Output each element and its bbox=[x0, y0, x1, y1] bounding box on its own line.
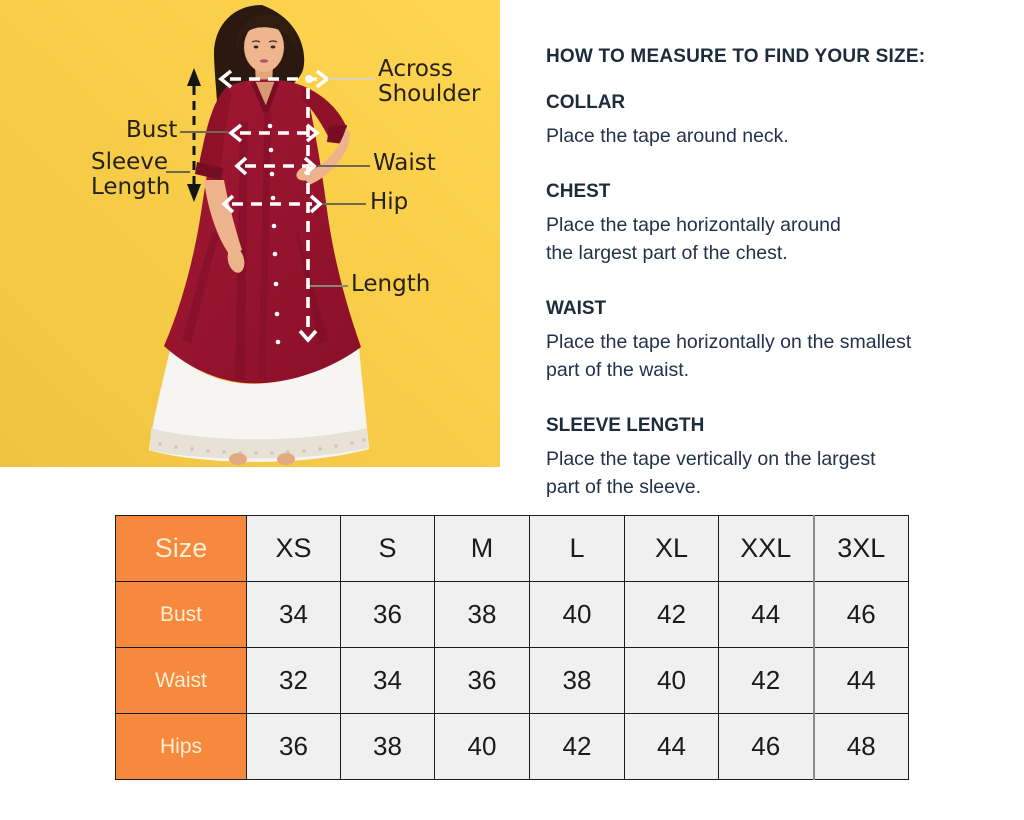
hand-left bbox=[227, 247, 245, 273]
label-across-shoulder: Across Shoulder bbox=[378, 56, 481, 107]
waist-arrow-left bbox=[234, 156, 248, 176]
section-body: Place the tape horizontally on the small… bbox=[546, 331, 912, 381]
sleeve-left bbox=[199, 87, 232, 174]
size-table-cell: 44 bbox=[812, 647, 909, 714]
how-to-measure-panel: HOW TO MEASURE TO FIND YOUR SIZE: COLLAR… bbox=[546, 46, 976, 532]
section-waist: WAIST Place the tape horizontally on the… bbox=[546, 298, 976, 384]
model-illustration bbox=[0, 0, 500, 467]
size-table-cell: 36 bbox=[434, 647, 530, 714]
size-table-cell: 42 bbox=[529, 713, 625, 780]
size-table-row-label: Hips bbox=[115, 713, 247, 780]
cuff-left bbox=[195, 162, 223, 180]
size-table-cell: 42 bbox=[718, 647, 814, 714]
length-arrow-down bbox=[298, 329, 318, 343]
size-table-cell: 42 bbox=[624, 581, 719, 648]
shoulder-arrow-right bbox=[315, 69, 330, 89]
section-sleeve-length: SLEEVE LENGTH Place the tape vertically … bbox=[546, 415, 976, 501]
sleeve-length-line bbox=[187, 68, 201, 202]
dress-folds bbox=[182, 122, 328, 380]
label-connectors bbox=[166, 78, 374, 287]
size-table-cell: 44 bbox=[718, 581, 814, 648]
how-to-title: HOW TO MEASURE TO FIND YOUR SIZE: bbox=[546, 46, 926, 67]
size-table-cell: 36 bbox=[340, 581, 435, 648]
foot-right bbox=[277, 453, 295, 465]
eye-left bbox=[253, 45, 259, 49]
hair-fringe bbox=[236, 14, 298, 54]
size-col-header: S bbox=[340, 515, 435, 582]
size-col-header: L bbox=[529, 515, 625, 582]
section-heading: COLLAR bbox=[546, 92, 626, 113]
size-table-cell: 40 bbox=[529, 581, 625, 648]
foot-left bbox=[229, 453, 247, 465]
face bbox=[244, 22, 284, 72]
size-col-header: M bbox=[434, 515, 530, 582]
label-waist: Waist bbox=[373, 150, 436, 176]
measure-lines-white bbox=[218, 69, 330, 343]
size-table-cell: 38 bbox=[529, 647, 625, 714]
eye-right bbox=[270, 45, 276, 49]
size-table-row-label: Size bbox=[115, 515, 247, 582]
section-heading: WAIST bbox=[546, 298, 607, 319]
table-row-waist: Waist 32 34 36 38 40 42 44 bbox=[115, 647, 909, 714]
table-row-size: Size XS S M L XL XXL 3XL bbox=[115, 515, 909, 582]
size-table-cell: 38 bbox=[434, 581, 530, 648]
size-col-header: XXL bbox=[718, 515, 814, 582]
neckline bbox=[253, 82, 277, 112]
size-col-header: 3XL bbox=[812, 515, 909, 582]
hip-arrow-left bbox=[221, 194, 235, 214]
section-body: Place the tape vertically on the largest… bbox=[546, 448, 876, 498]
size-chart-table: Size XS S M L XL XXL 3XL Bust 34 36 38 4… bbox=[115, 515, 909, 780]
size-table-cell: 32 bbox=[246, 647, 341, 714]
size-table-cell: 34 bbox=[246, 581, 341, 648]
size-col-header: XL bbox=[624, 515, 719, 582]
white-skirt bbox=[149, 348, 369, 462]
size-table-cell: 40 bbox=[624, 647, 719, 714]
section-body: Place the tape around neck. bbox=[546, 125, 789, 147]
label-hip: Hip bbox=[370, 189, 409, 215]
size-table-row-label: Waist bbox=[115, 647, 247, 714]
placket bbox=[258, 111, 272, 379]
section-collar: COLLAR Place the tape around neck. bbox=[546, 92, 976, 150]
section-body: Place the tape horizontally around the l… bbox=[546, 214, 841, 264]
table-row-hips: Hips 36 38 40 42 44 46 48 bbox=[115, 713, 909, 780]
size-table-cell: 36 bbox=[246, 713, 341, 780]
brow-left bbox=[251, 40, 261, 43]
section-chest: CHEST Place the tape horizontally around… bbox=[546, 181, 976, 267]
size-table-cell: 40 bbox=[434, 713, 530, 780]
size-table-row-label: Bust bbox=[115, 581, 247, 648]
section-heading: SLEEVE LENGTH bbox=[546, 415, 705, 436]
label-bust: Bust bbox=[126, 117, 178, 143]
size-table-cell: 38 bbox=[340, 713, 435, 780]
label-sleeve-length: Sleeve Length bbox=[91, 149, 171, 200]
lace-dots bbox=[158, 438, 366, 455]
length-line-anchor bbox=[305, 75, 313, 83]
measurement-diagram: Across Shoulder Bust Sleeve Length Waist… bbox=[0, 0, 500, 467]
bust-arrow-left bbox=[228, 123, 243, 143]
lips bbox=[259, 59, 269, 63]
size-table-cell: 34 bbox=[340, 647, 435, 714]
label-length: Length bbox=[351, 271, 431, 297]
buttons bbox=[267, 123, 281, 345]
section-heading: CHEST bbox=[546, 181, 611, 202]
size-table-cell: 46 bbox=[812, 581, 909, 648]
brow-right bbox=[268, 40, 278, 43]
shoulder-arrow-left bbox=[218, 69, 233, 89]
size-col-header: XS bbox=[246, 515, 341, 582]
size-table-cell: 44 bbox=[624, 713, 719, 780]
size-table-cell: 48 bbox=[812, 713, 909, 780]
table-row-bust: Bust 34 36 38 40 42 44 46 bbox=[115, 581, 909, 648]
hip-arrow-right bbox=[309, 194, 323, 214]
size-table-cell: 46 bbox=[718, 713, 814, 780]
lace-band bbox=[150, 428, 368, 459]
forearm-left bbox=[204, 180, 242, 256]
bust-arrow-right bbox=[305, 123, 320, 143]
